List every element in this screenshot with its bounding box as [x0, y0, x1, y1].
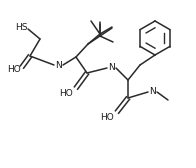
Text: HO: HO [59, 89, 73, 97]
Text: HO: HO [7, 66, 21, 74]
Text: N: N [109, 64, 115, 73]
Text: HO: HO [100, 113, 114, 121]
Text: N: N [150, 88, 156, 96]
Text: HS: HS [15, 23, 27, 32]
Text: N: N [56, 60, 62, 70]
